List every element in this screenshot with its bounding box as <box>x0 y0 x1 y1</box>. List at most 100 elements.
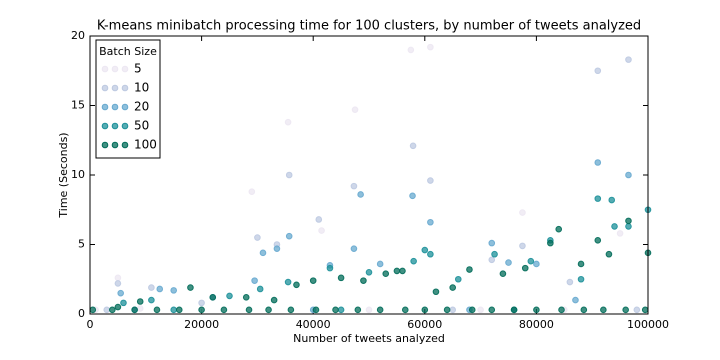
point <box>251 277 258 284</box>
point <box>510 306 518 314</box>
point <box>148 284 155 291</box>
x-tick-label: 40000 <box>296 318 331 331</box>
point <box>611 223 618 230</box>
point <box>326 264 334 272</box>
x-tick-label: 100000 <box>627 318 669 331</box>
point <box>376 260 384 268</box>
point <box>533 306 540 314</box>
point <box>477 306 484 314</box>
point <box>625 223 632 230</box>
point <box>633 306 641 314</box>
x-tick-label: 0 <box>87 318 94 331</box>
point <box>170 306 177 314</box>
point <box>285 232 293 240</box>
point <box>354 306 362 314</box>
point <box>468 306 476 314</box>
point <box>187 284 194 291</box>
x-axis-label: Number of tweets analyzed <box>293 332 445 345</box>
point <box>555 225 563 233</box>
point <box>521 264 529 272</box>
point <box>357 191 364 198</box>
point <box>337 274 345 282</box>
point <box>220 306 228 314</box>
point <box>136 298 144 305</box>
point <box>519 209 526 216</box>
y-tick-label: 5 <box>78 238 85 251</box>
point <box>284 118 292 126</box>
point <box>198 306 205 314</box>
point <box>156 285 164 293</box>
point <box>393 267 401 275</box>
point <box>365 306 373 314</box>
x-tick-label: 20000 <box>184 318 219 331</box>
legend-marker <box>111 141 119 149</box>
y-tick-label: 15 <box>71 99 85 112</box>
point <box>256 285 264 293</box>
point <box>399 267 406 275</box>
point <box>616 230 624 237</box>
point <box>209 294 217 301</box>
legend-label: 100 <box>134 138 157 152</box>
point <box>505 259 512 266</box>
plot-frame <box>89 35 649 315</box>
point <box>432 288 440 296</box>
point <box>337 306 345 314</box>
point <box>332 306 339 314</box>
legend-marker <box>101 84 109 92</box>
point <box>488 256 496 264</box>
legend-marker <box>101 141 109 149</box>
point <box>109 306 116 314</box>
legend-marker <box>101 122 109 130</box>
point <box>153 306 161 314</box>
point <box>254 234 261 241</box>
y-axis-label: Time (Seconds) <box>57 132 70 218</box>
point <box>198 299 205 307</box>
point <box>350 245 358 252</box>
point <box>580 306 588 314</box>
point <box>315 216 323 223</box>
legend-marker <box>111 65 119 73</box>
legend-title: Batch Size <box>99 45 157 58</box>
point <box>114 303 122 311</box>
point <box>427 218 434 226</box>
legend-marker <box>111 84 119 92</box>
legend-label: 20 <box>134 100 149 114</box>
point <box>421 306 429 314</box>
point <box>577 260 585 268</box>
point <box>248 188 256 195</box>
point <box>259 249 267 257</box>
y-tick-label: 20 <box>71 29 85 42</box>
point <box>491 250 498 258</box>
point <box>318 227 325 234</box>
point <box>114 280 122 287</box>
point <box>488 239 496 247</box>
legend-label: 5 <box>134 62 142 76</box>
legend-marker <box>111 103 119 111</box>
y-tick-label: 0 <box>78 307 85 320</box>
point <box>625 171 632 179</box>
point <box>284 278 292 286</box>
point <box>608 196 616 204</box>
point <box>103 306 111 314</box>
legend-marker <box>111 122 119 130</box>
point <box>499 270 507 277</box>
point <box>136 305 144 312</box>
point <box>245 306 253 314</box>
point <box>443 306 451 314</box>
point <box>533 260 540 268</box>
point <box>273 245 281 252</box>
point <box>287 306 295 314</box>
point <box>594 67 602 75</box>
chart-title: K-means minibatch processing time for 10… <box>97 19 641 34</box>
legend-marker <box>121 103 129 111</box>
legend-label: 10 <box>134 81 149 95</box>
legend-marker <box>101 65 109 73</box>
point <box>519 242 526 250</box>
point <box>89 306 97 314</box>
point <box>175 306 183 314</box>
x-tick-label: 60000 <box>407 318 442 331</box>
point <box>309 277 317 284</box>
point <box>600 306 607 314</box>
point <box>117 289 124 297</box>
legend-marker <box>101 103 109 111</box>
